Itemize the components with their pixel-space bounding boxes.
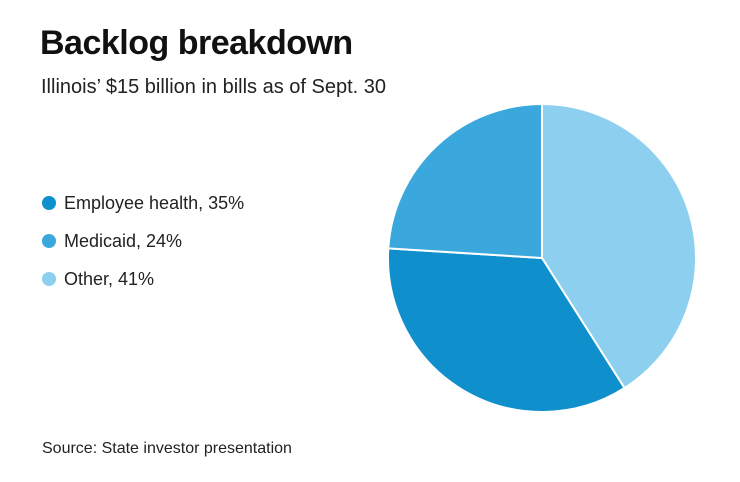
- legend-label-medicaid: Medicaid, 24%: [64, 230, 183, 251]
- legend-swatch-employee-health: [42, 196, 56, 210]
- legend-swatch-other: [42, 272, 56, 286]
- source-note: Source: State investor presentation: [42, 440, 292, 457]
- legend-label-other: Other, 41%: [64, 268, 155, 289]
- legend-item-employee-health: Employee health, 35%: [42, 184, 244, 222]
- pie-slice-employee-health: [387, 247, 626, 413]
- chart-title: Backlog breakdown: [40, 24, 353, 62]
- legend-swatch-medicaid: [42, 234, 56, 248]
- chart-subtitle: Illinois’ $15 billion in bills as of Sep…: [41, 76, 387, 98]
- legend-item-other: Other, 41%: [42, 260, 244, 298]
- legend: Employee health, 35% Medicaid, 24% Other…: [42, 184, 244, 298]
- legend-item-medicaid: Medicaid, 24%: [42, 222, 244, 260]
- pie-chart: [387, 103, 697, 413]
- legend-label-employee-health: Employee health, 35%: [64, 192, 245, 213]
- pie-slice-medicaid: [387, 103, 543, 259]
